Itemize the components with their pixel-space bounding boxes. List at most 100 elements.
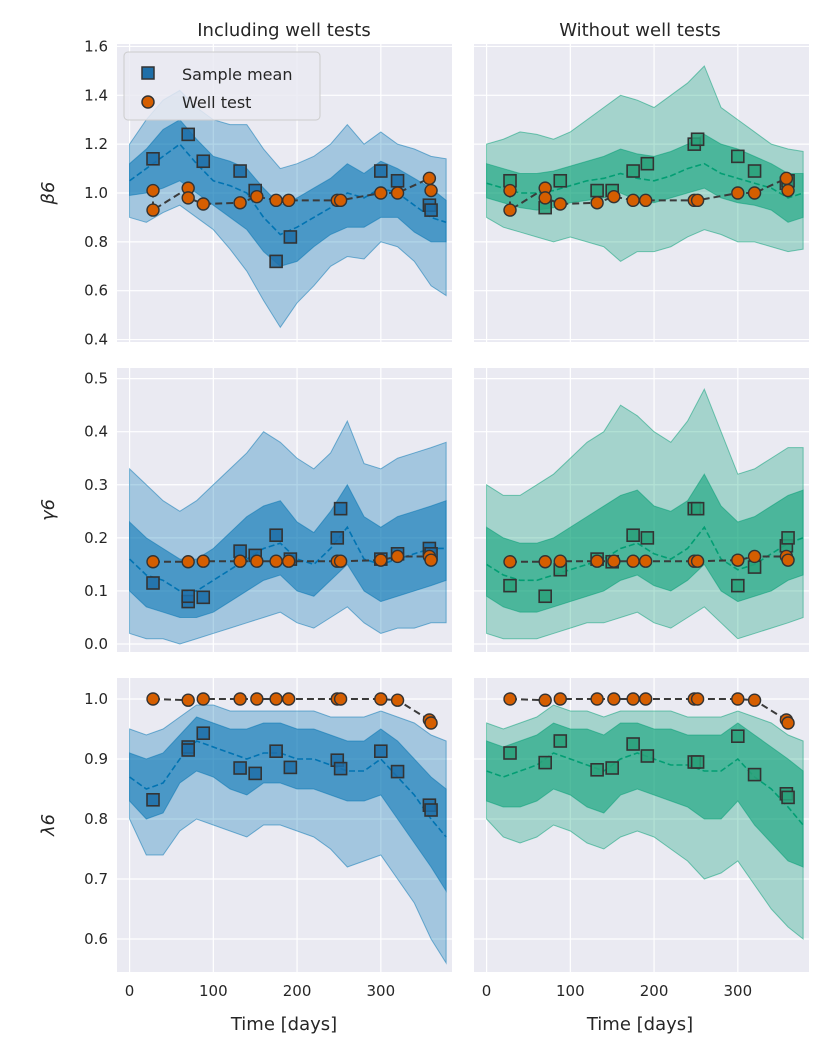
y-tick-label: 0.9 <box>84 750 108 768</box>
well-test-marker <box>553 692 567 706</box>
sample-mean-marker <box>747 767 762 782</box>
y-tick-label: 0.3 <box>84 476 108 494</box>
sample-mean-marker <box>181 127 195 142</box>
sample-mean-marker <box>330 531 345 545</box>
x-axis-label-left: Time [days] <box>230 1014 337 1035</box>
well-test-marker <box>626 193 640 208</box>
sample-mean-marker <box>781 790 795 805</box>
x-tick-label: 0 <box>125 982 135 1000</box>
sample-mean-marker <box>640 749 655 763</box>
legend-sample-mean-label: Sample mean <box>182 65 292 84</box>
sample-mean-marker <box>283 760 298 775</box>
sample-mean-marker <box>640 156 655 171</box>
well-test-marker <box>424 183 438 198</box>
x-tick-label: 300 <box>366 982 395 1000</box>
well-test-marker <box>233 196 247 210</box>
sample-mean-marker <box>640 531 655 545</box>
well-test-marker <box>731 186 745 200</box>
well-test-marker <box>731 692 745 706</box>
sample-mean-marker <box>196 590 211 605</box>
well-test-marker <box>181 191 195 205</box>
sample-mean-marker <box>538 589 552 604</box>
well-test-marker <box>553 197 567 211</box>
well-test-marker <box>422 171 437 186</box>
well-test-marker <box>590 554 604 568</box>
axis-labels-group: 0.4 0.6 0.8 1.0 1.2 1.4 1.6 β6 0.0 0.1 0.2 0.3 0.4 0.… <box>38 37 752 1000</box>
sample-mean-marker <box>146 152 160 166</box>
y-tick-label: 0.8 <box>84 810 108 828</box>
well-test-marker <box>146 555 160 569</box>
y-axis-label: β6 <box>38 182 59 206</box>
sample-mean-marker <box>390 764 405 779</box>
sample-mean-marker <box>553 734 568 748</box>
sample-mean-marker <box>374 164 388 178</box>
panel-without-row-0 <box>474 44 809 342</box>
y-tick-label: 1.0 <box>84 690 108 708</box>
inner-uncertainty-band <box>486 722 804 868</box>
well-test-marker <box>590 196 604 210</box>
y-tick-label: 0.1 <box>84 582 108 600</box>
panel-without-row-2 <box>474 678 809 972</box>
well-test-marker <box>233 554 247 568</box>
sample-mean-marker <box>269 254 283 269</box>
well-test-marker <box>781 716 795 730</box>
y-tick-label: 1.4 <box>84 86 108 104</box>
y-tick-label: 1.0 <box>84 184 108 202</box>
well-test-marker <box>607 554 621 568</box>
well-test-marker <box>747 186 762 200</box>
sample-mean-marker <box>233 164 247 178</box>
well-test-marker <box>607 692 621 706</box>
y-tick-label: 1.6 <box>84 37 108 55</box>
well-test-marker <box>503 692 517 706</box>
well-test-marker <box>374 553 388 567</box>
well-test-marker <box>538 693 552 707</box>
x-axis-label-right: Time [days] <box>586 1014 693 1035</box>
well-test-marker <box>553 554 567 568</box>
y-tick-label: 0.7 <box>84 870 108 888</box>
legend: Sample mean Well test <box>123 51 321 121</box>
sample-mean-marker <box>146 576 160 590</box>
sample-mean-marker <box>248 766 262 781</box>
x-tick-label: 100 <box>199 982 228 1000</box>
well-test-marker <box>638 692 653 706</box>
sample-mean-marker <box>374 744 388 759</box>
sample-mean-marker <box>196 154 211 169</box>
well-test-marker <box>424 716 438 730</box>
well-test-marker <box>638 554 653 568</box>
well-test-marker <box>390 693 405 707</box>
well-test-marker <box>146 203 160 217</box>
well-test-marker <box>690 554 705 568</box>
legend-box <box>123 51 321 121</box>
sample-mean-marker <box>690 132 705 147</box>
panels-group <box>117 44 809 972</box>
sample-mean-marker <box>690 755 705 769</box>
well-test-marker <box>503 555 517 569</box>
well-test-marker <box>690 193 705 208</box>
y-tick-label: 1.2 <box>84 135 108 153</box>
well-test-marker <box>390 549 405 564</box>
x-tick-label: 200 <box>640 982 669 1000</box>
sample-mean-marker <box>747 164 762 178</box>
sample-mean-marker <box>181 743 195 757</box>
well-test-marker <box>626 692 640 706</box>
well-test-marker <box>626 554 640 568</box>
sample-mean-marker <box>283 230 298 244</box>
y-tick-label: 0.6 <box>84 282 108 300</box>
sample-mean-marker <box>196 726 211 741</box>
well-test-marker <box>690 692 705 706</box>
well-test-marker <box>233 692 247 706</box>
legend-well-test-marker <box>141 95 155 109</box>
well-test-marker <box>374 692 388 706</box>
well-test-marker <box>250 554 264 568</box>
sample-mean-marker <box>590 183 604 198</box>
y-tick-label: 0.0 <box>84 635 108 653</box>
sample-mean-marker <box>424 203 438 217</box>
well-test-marker <box>424 553 438 567</box>
sample-mean-marker <box>626 528 640 543</box>
sample-mean-marker <box>626 737 640 751</box>
well-test-marker <box>281 193 296 208</box>
sample-mean-marker <box>553 173 568 188</box>
sample-mean-marker <box>181 589 195 604</box>
y-tick-label: 0.4 <box>84 331 108 349</box>
well-test-marker <box>607 189 621 204</box>
